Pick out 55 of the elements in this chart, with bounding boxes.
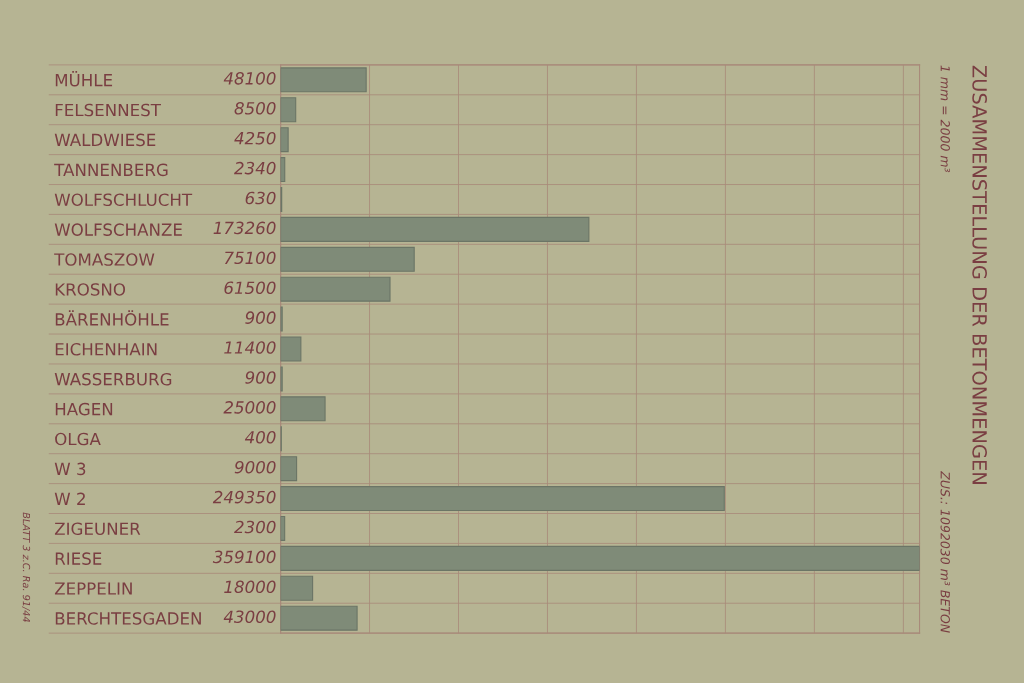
y-tick-label: EICHENHAIN	[55, 342, 157, 356]
y-tick-label: TANNENBERG	[54, 163, 168, 177]
y-tick-label: W 3	[54, 462, 86, 476]
y-tick-label: ZIGEUNER	[54, 522, 141, 536]
y-tick-label: MÜHLE	[55, 70, 113, 87]
data-label: 8500	[234, 101, 276, 115]
y-tick-label: OLGA	[55, 432, 101, 446]
data-label: 2300	[234, 520, 276, 534]
data-label: 359100	[212, 550, 276, 564]
bar	[280, 486, 725, 512]
data-label: 11400	[224, 341, 276, 354]
bar	[280, 396, 326, 422]
bar	[280, 276, 391, 302]
data-label: 61500	[224, 281, 276, 295]
data-label: 400	[244, 430, 276, 444]
y-tick-label: WALDWIESE	[54, 133, 156, 147]
y-tick-label: RIESE	[55, 552, 102, 565]
y-tick-label: KROSNO	[55, 283, 126, 296]
data-label: 249350	[212, 490, 276, 504]
bar	[280, 246, 415, 272]
bar	[280, 605, 358, 631]
y-tick-label: WOLFSCHANZE	[54, 223, 182, 236]
bar	[280, 67, 367, 93]
bar	[280, 127, 289, 153]
data-label: 173260	[213, 221, 276, 235]
data-label: 9000	[234, 460, 276, 474]
data-label: 43000	[223, 610, 276, 624]
bar	[280, 336, 302, 362]
bar	[280, 97, 297, 123]
data-label: 4250	[234, 131, 276, 145]
y-tick-label: FELSENNEST	[55, 103, 161, 117]
text: 1 mm = 2000 m³	[940, 65, 950, 173]
bar	[280, 456, 298, 482]
y-tick-label: BERCHTESGADEN	[55, 612, 201, 625]
y-tick-label: WASSERBURG	[54, 372, 172, 386]
y-tick-label: HAGEN	[55, 402, 113, 416]
data-label: 900	[245, 311, 276, 324]
y-tick-label: TOMASZOW	[54, 253, 155, 266]
data-label: 25000	[223, 401, 276, 414]
data-label: 900	[245, 371, 276, 384]
bar	[280, 575, 314, 601]
text: BLATT 3 z.C. Ra. 91/44	[22, 512, 31, 622]
y-tick-label: WOLFSCHLUCHT	[54, 193, 193, 207]
text: ZUSAMMENSTELLUNG DER BETONMENGEN	[972, 65, 987, 484]
y-tick-label: ZEPPELIN	[54, 582, 132, 595]
bar	[280, 216, 590, 242]
data-label: 2340	[234, 161, 276, 175]
data-label: 48100	[223, 72, 276, 85]
y-tick-label: BÄRENHÖHLE	[55, 310, 169, 326]
text: ZUS.: 1092030 m³ BETON	[940, 470, 950, 633]
data-label: 75100	[224, 251, 276, 265]
bar	[280, 545, 920, 571]
data-label: 630	[245, 191, 276, 205]
data-label: 18000	[224, 580, 276, 594]
y-tick-label: W 2	[54, 492, 85, 505]
